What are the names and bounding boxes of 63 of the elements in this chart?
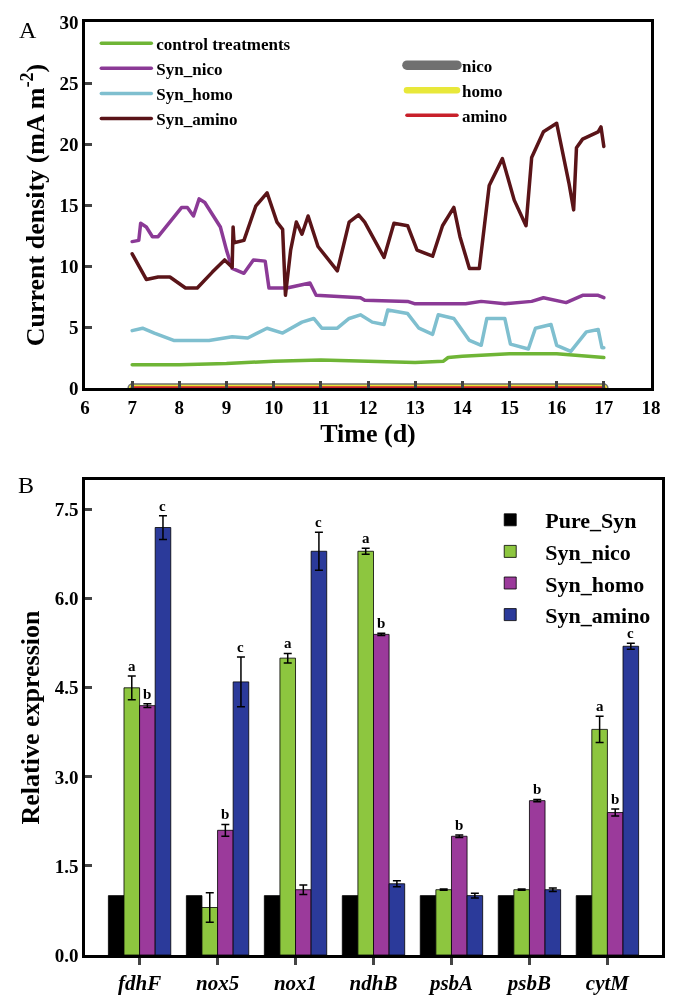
data-label: a: [284, 635, 292, 651]
x-tick-label: 10: [264, 396, 284, 418]
x-tick-label: fdhF: [117, 970, 162, 995]
data-label: b: [611, 791, 620, 807]
x-axis-title: Time (d): [320, 419, 416, 449]
y-tick-label: 3.0: [54, 766, 79, 788]
data-label: a: [362, 530, 370, 546]
y-tick-label: 1.5: [54, 855, 79, 877]
x-tick-label: 8: [174, 396, 185, 418]
y-tick-label: 7.5: [54, 499, 79, 521]
legend-label: Syn_homo: [156, 85, 233, 105]
y-tick-label: 5: [68, 316, 79, 338]
x-tick-label: 15: [500, 396, 519, 418]
data-label: c: [159, 498, 166, 514]
x-tick-label: ndhB: [349, 970, 398, 995]
line-series: [130, 352, 606, 367]
legend-label: Syn_homo: [545, 571, 645, 597]
text: A: [19, 17, 37, 43]
x-tick-label: 16: [547, 396, 567, 418]
y-tick-label: 20: [59, 133, 79, 155]
data-label: c: [237, 639, 244, 655]
data-label: c: [315, 514, 322, 530]
x-tick-label: 17: [594, 396, 614, 418]
data-label: a: [128, 658, 136, 674]
x-tick-label: 7: [127, 396, 138, 418]
y-tick-label: 10: [59, 255, 79, 277]
legend-label: amino: [461, 107, 508, 126]
x-tick-label: 12: [358, 396, 378, 418]
x-tick-label: psbB: [505, 970, 552, 995]
x-tick-label: 11: [311, 396, 330, 418]
x-tick-label: 14: [452, 396, 473, 418]
x-tick-label: 9: [221, 396, 232, 418]
line-series: [130, 197, 606, 306]
y-axis-title: Relative expression: [16, 609, 46, 825]
data-label: b: [377, 615, 386, 631]
y-tick-label: 30: [59, 11, 79, 33]
legend-label: Syn_amino: [156, 110, 238, 130]
data-label: b: [221, 806, 230, 822]
legend-label: homo: [461, 81, 503, 101]
x-tick-label: 13: [405, 396, 425, 418]
y-tick-label: 4.5: [54, 677, 79, 699]
y-tick-label: 0: [68, 377, 79, 399]
legend-label: Syn_nico: [545, 539, 631, 565]
y-tick-label: 6.0: [54, 588, 79, 610]
y-tick-label: 15: [59, 194, 79, 216]
x-tick-label: cytM: [585, 970, 631, 995]
data-label: b: [455, 817, 464, 833]
legend-label: Syn_nico: [156, 59, 223, 79]
text: B: [18, 472, 35, 498]
x-tick-label: 6: [80, 396, 90, 418]
legend-label: control treatments: [156, 34, 291, 54]
y-tick-label: 0.0: [54, 944, 79, 966]
x-tick-label: 18: [641, 396, 661, 418]
x-tick-label: psbA: [427, 970, 474, 995]
data-label: b: [533, 781, 542, 797]
x-tick-label: nox5: [195, 970, 240, 995]
legend-label: Pure_Syn: [545, 508, 637, 534]
data-label: a: [596, 698, 604, 714]
line-series: [130, 308, 606, 354]
data-label: b: [143, 686, 152, 702]
x-tick-label: nox1: [273, 970, 318, 995]
legend-label: nico: [461, 56, 493, 76]
y-tick-label: 25: [59, 72, 79, 94]
